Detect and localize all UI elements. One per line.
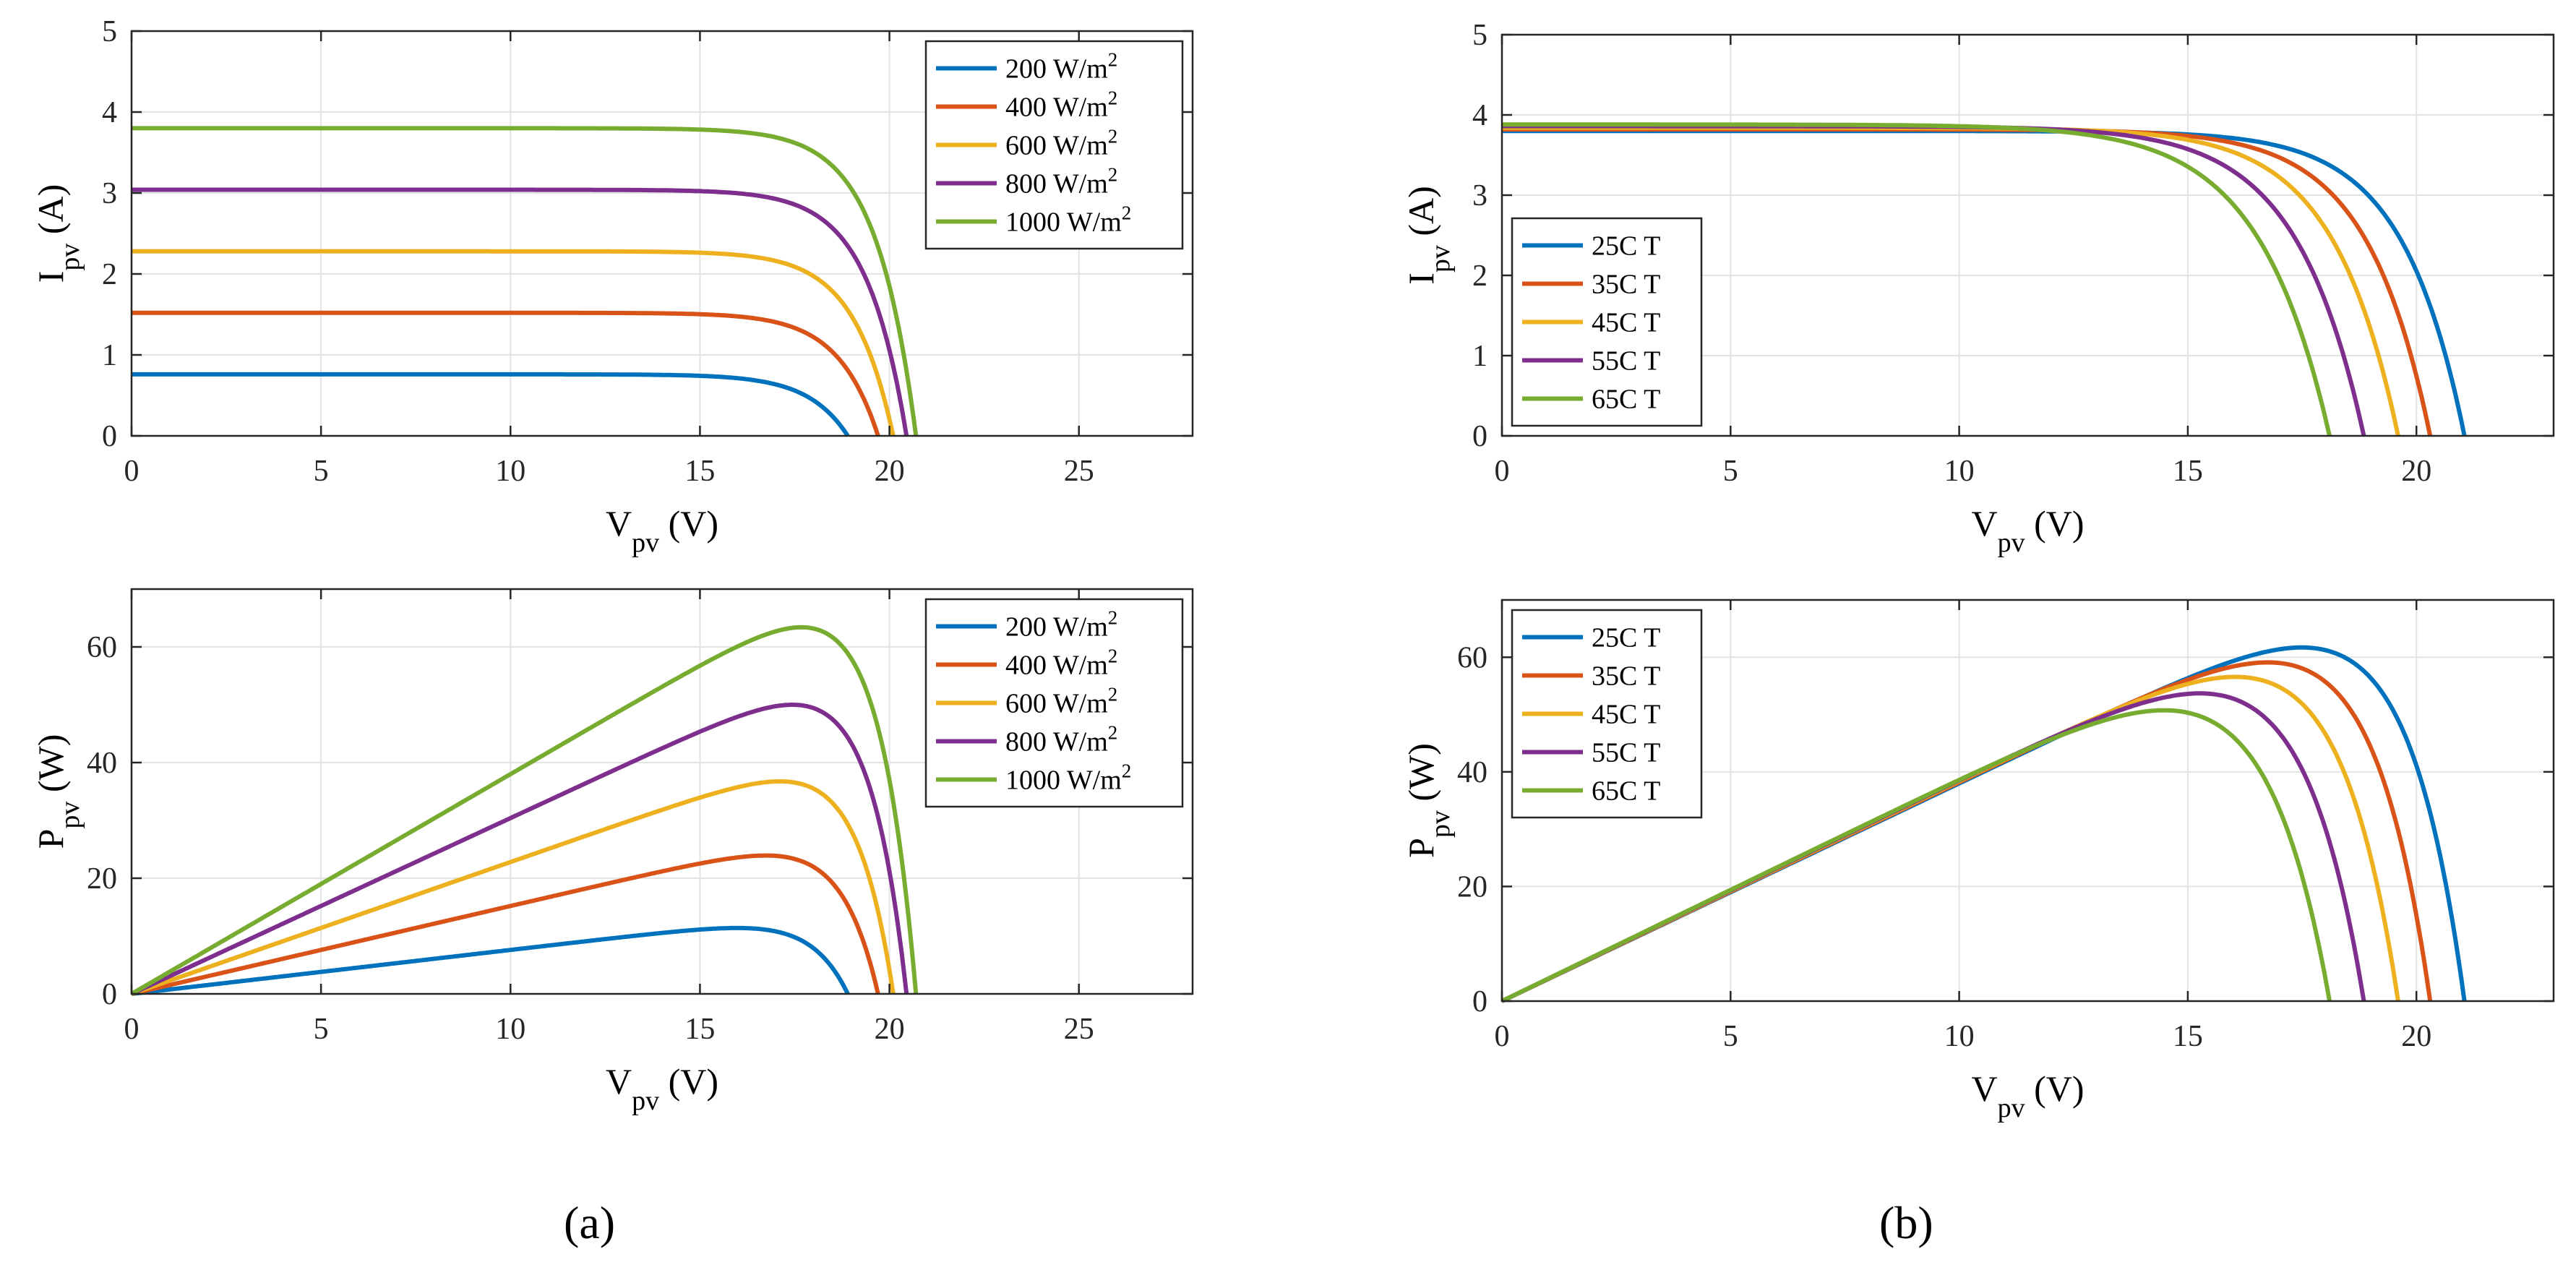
y-tick-label: 5 <box>1472 19 1487 52</box>
x-tick-label: 20 <box>875 1013 905 1046</box>
legend-label-2: 35C T <box>1592 661 1660 692</box>
series-line-1 <box>131 925 850 996</box>
series-line-2 <box>131 853 880 996</box>
caption-b: (b) <box>1879 1197 1933 1248</box>
chart-b-iv: 0 5 10 15 20 0 1 2 3 4 5 Vpv (V) Ipv (A) 25C T 35C T 45… <box>1401 19 2555 558</box>
y-tick-label: 2 <box>102 258 117 291</box>
caption-a: (a) <box>564 1197 616 1248</box>
y-tick-label: 1 <box>102 339 117 372</box>
x-tick-label: 15 <box>2173 1020 2203 1053</box>
x-tick-label: 5 <box>314 455 329 488</box>
y-tick-label: 60 <box>1457 641 1487 674</box>
legend-label-4: 55C T <box>1592 346 1660 377</box>
legend-label-3: 45C T <box>1592 308 1660 338</box>
y-tick-label: 60 <box>87 631 117 664</box>
x-tick-label: 5 <box>314 1013 329 1046</box>
chart-b-pv: 0 5 10 15 20 0 20 40 60 Vpv (V) Ppv (W) 25C T 35C T 4… <box>1401 598 2555 1123</box>
x-tick-label: 10 <box>495 455 525 488</box>
legend-label-5: 65C T <box>1592 776 1660 807</box>
legend-label-5: 1000 W/m2 <box>1005 760 1131 796</box>
x-tick-label: 0 <box>124 455 139 488</box>
x-tick-label: 20 <box>2401 455 2431 488</box>
legend-label-4: 800 W/m2 <box>1005 722 1117 758</box>
x-axis-label: Vpv (V) <box>1971 1068 2084 1123</box>
legend: 25C T 35C T 45C T 55C T 65C T <box>1511 609 1703 819</box>
series-line-4 <box>130 703 909 996</box>
legend-label-5: 1000 W/m2 <box>1005 202 1131 238</box>
x-axis-label: Vpv (V) <box>606 503 718 558</box>
y-tick-label: 5 <box>102 15 117 48</box>
y-tick-label: 4 <box>102 96 117 129</box>
legend-label-1: 200 W/m2 <box>1005 49 1117 85</box>
series-line-3 <box>131 779 896 996</box>
y-axis-label: Ppv (W) <box>1401 743 1456 858</box>
x-tick-label: 10 <box>1944 1020 1975 1053</box>
x-tick-label: 0 <box>1495 455 1510 488</box>
y-tick-label: 0 <box>102 978 117 1011</box>
series-line-5 <box>130 625 919 996</box>
series-line-3 <box>132 249 896 437</box>
x-tick-label: 0 <box>1495 1020 1510 1053</box>
legend-label-4: 55C T <box>1592 738 1660 768</box>
x-tick-label: 10 <box>1944 455 1975 488</box>
y-axis-label: Ppv (W) <box>30 734 85 849</box>
y-tick-label: 2 <box>1472 259 1487 293</box>
legend-label-4: 800 W/m2 <box>1005 164 1117 199</box>
x-tick-label: 15 <box>684 1013 715 1046</box>
y-tick-label: 1 <box>1472 340 1487 373</box>
legend-label-2: 35C T <box>1592 270 1660 300</box>
x-tick-label: 25 <box>1064 1013 1094 1046</box>
x-tick-label: 10 <box>495 1013 525 1046</box>
x-axis-label: Vpv (V) <box>1971 503 2084 558</box>
y-tick-label: 3 <box>102 177 117 210</box>
axes-box <box>130 30 1194 437</box>
y-tick-label: 40 <box>1457 756 1487 789</box>
x-tick-label: 15 <box>2173 455 2203 488</box>
x-axis-label: Vpv (V) <box>606 1061 718 1116</box>
y-tick-label: 20 <box>87 862 117 896</box>
legend-label-2: 400 W/m2 <box>1005 87 1117 123</box>
axes-box <box>130 588 1194 995</box>
x-tick-label: 5 <box>1723 455 1738 488</box>
legend-label-1: 200 W/m2 <box>1005 607 1117 643</box>
x-tick-label: 5 <box>1723 1020 1738 1053</box>
series-line-5 <box>132 126 919 437</box>
legend: 25C T 35C T 45C T 55C T 65C T <box>1511 217 1703 427</box>
x-tick-label: 25 <box>1064 455 1094 488</box>
x-tick-label: 15 <box>684 455 715 488</box>
y-tick-label: 0 <box>102 420 117 453</box>
chart-a-iv: 0 5 10 15 20 25 0 1 2 3 4 5 Vpv (V) Ipv (A) 200 W/m240… <box>30 15 1194 558</box>
legend-label-3: 600 W/m2 <box>1005 126 1117 161</box>
axes-box <box>1500 598 2555 1003</box>
series-line-4 <box>132 187 909 437</box>
y-tick-label: 40 <box>87 747 117 780</box>
y-tick-label: 20 <box>1457 870 1487 904</box>
y-axis-label: Ipv (A) <box>1401 186 1456 285</box>
y-tick-label: 0 <box>1472 985 1487 1018</box>
legend-label-5: 65C T <box>1592 385 1660 415</box>
series-line-1 <box>132 372 850 437</box>
legend-box <box>1511 217 1703 427</box>
chart-a-pv: 0 5 10 15 20 25 0 20 40 60 Vpv (V) Ppv (W) 200 W/m24… <box>30 588 1194 1116</box>
y-tick-label: 0 <box>1472 420 1487 453</box>
series-line-2 <box>132 310 880 437</box>
legend-label-1: 25C T <box>1592 623 1660 653</box>
x-tick-label: 0 <box>124 1013 139 1046</box>
legend-label-1: 25C T <box>1592 231 1660 262</box>
y-axis-label: Ipv (A) <box>30 184 85 283</box>
legend-label-2: 400 W/m2 <box>1005 645 1117 681</box>
y-tick-label: 4 <box>1472 99 1487 132</box>
x-tick-label: 20 <box>2401 1020 2431 1053</box>
legend-label-3: 45C T <box>1592 700 1660 730</box>
series-line-5 <box>1502 122 2332 437</box>
series-line-5 <box>1500 708 2332 1003</box>
y-tick-label: 3 <box>1472 179 1487 213</box>
legend-label-3: 600 W/m2 <box>1005 684 1117 719</box>
x-tick-label: 20 <box>875 455 905 488</box>
axes-box <box>1500 33 2555 437</box>
